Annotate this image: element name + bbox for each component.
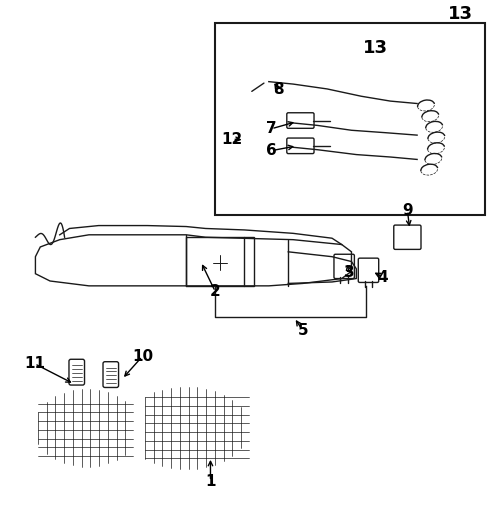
Bar xyxy=(186,237,254,286)
Text: 5: 5 xyxy=(297,323,307,338)
Text: 11: 11 xyxy=(24,356,45,371)
Text: 13: 13 xyxy=(447,5,472,23)
Bar xyxy=(215,24,484,216)
Text: 4: 4 xyxy=(377,270,387,285)
Text: 2: 2 xyxy=(209,284,220,299)
Text: 3: 3 xyxy=(343,265,354,280)
Text: 1: 1 xyxy=(205,474,215,489)
Text: 12: 12 xyxy=(221,132,243,146)
Text: 6: 6 xyxy=(265,143,276,158)
Text: 8: 8 xyxy=(273,82,283,97)
Text: 9: 9 xyxy=(401,203,412,218)
Text: 7: 7 xyxy=(265,121,276,136)
Text: 13: 13 xyxy=(363,38,387,57)
Text: 10: 10 xyxy=(132,349,153,364)
